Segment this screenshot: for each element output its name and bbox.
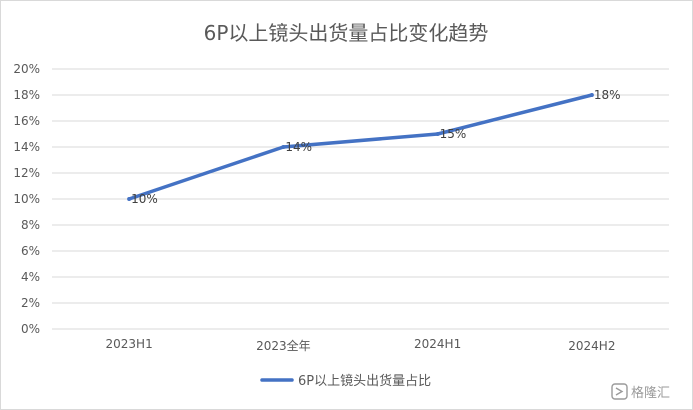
grid-lines [52,68,669,330]
data-label: 15% [440,127,467,141]
y-tick-label: 14% [13,140,40,154]
data-point [281,145,286,149]
y-tick-label: 2% [21,296,40,310]
y-tick-label: 18% [13,88,40,102]
y-tick-label: 0% [21,322,40,336]
x-axis-ticks: 2023H1 2023全年 2024H1 2024H2 [106,337,616,353]
x-tick-label: 2023H1 [106,337,153,351]
data-point [127,197,132,201]
legend-label: 6P以上镜头出货量占比 [298,373,431,389]
x-tick-label: 2024H2 [568,339,615,353]
data-point [435,132,440,136]
x-tick-label: 2023全年 [256,338,311,353]
data-point [589,93,594,97]
y-tick-label: 16% [13,114,40,128]
watermark-text: 格隆汇 [631,385,670,401]
series-layer [127,93,594,201]
y-tick-label: 20% [13,62,40,76]
logo-icon [611,383,628,400]
y-axis-ticks: 0% 2% 4% 6% 8% 10% 12% 14% 16% 18% 20% [13,62,40,336]
y-tick-label: 10% [13,192,40,206]
y-tick-label: 4% [21,270,40,284]
data-labels: 10% 14% 15% 18% [131,88,620,206]
chart-title: 6P以上镜头出货量占比变化趋势 [204,21,489,45]
y-tick-label: 8% [21,218,40,232]
x-tick-label: 2024H1 [414,337,461,351]
legend[interactable]: 6P以上镜头出货量占比 [260,373,431,389]
y-tick-label: 6% [21,244,40,258]
data-label: 18% [594,88,621,102]
y-tick-label: 12% [13,166,40,180]
series-line [127,93,594,201]
watermark: 格隆汇 [611,383,670,401]
data-label: 14% [285,140,312,154]
data-label: 10% [131,192,158,206]
